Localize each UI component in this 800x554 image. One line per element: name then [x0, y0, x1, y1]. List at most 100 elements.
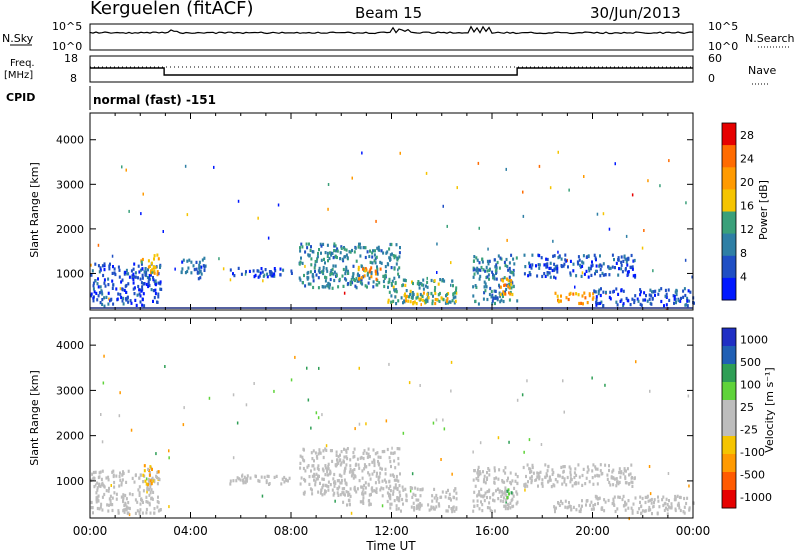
echo-cell [327, 473, 330, 477]
echo-cell [600, 287, 602, 291]
noise-panel: N.Sky 10^5 10^0 10^5 10^0 N.Search [2, 20, 795, 53]
scatter-cell [354, 427, 356, 431]
scatter-cell [168, 505, 170, 509]
echo-cell [152, 299, 154, 303]
echo-cell [376, 471, 378, 475]
echo-cell [379, 488, 382, 492]
echo-cell [415, 302, 418, 306]
echo-cell [131, 476, 134, 480]
echo-cell [620, 288, 623, 292]
echo-cell [552, 470, 555, 475]
echo-cell [569, 467, 572, 471]
echo-cell [499, 292, 502, 297]
echo-cell [617, 292, 620, 296]
echo-cell [333, 484, 336, 488]
echo-cell [478, 490, 481, 494]
echo-cell [149, 273, 152, 277]
scatter-cell [648, 465, 651, 468]
echo-cell [634, 496, 637, 500]
echo-cell [587, 266, 590, 270]
echo-cell [153, 269, 156, 273]
echo-cell [438, 504, 441, 508]
echo-cell [390, 266, 393, 270]
echo-cell [530, 478, 533, 482]
colorbar-swatch [722, 277, 736, 301]
scatter-cell [602, 212, 605, 216]
scatter-cell [168, 449, 170, 453]
echo-cell [157, 476, 160, 481]
echo-cell [388, 494, 390, 498]
echo-cell [390, 502, 393, 506]
echo-cell [385, 480, 388, 484]
y-tick-label: 1000 [56, 475, 84, 488]
echo-cell [343, 247, 346, 251]
power-colorbar-label: Power [dB] [757, 180, 770, 240]
echo-cell [531, 463, 534, 467]
echo-cell [388, 277, 391, 281]
x-tick-label: 00:00 [73, 524, 108, 538]
echo-cell [327, 488, 330, 492]
echo-cell [348, 492, 351, 496]
echo-cell [326, 469, 329, 474]
echo-cell [119, 478, 122, 482]
echo-cell [138, 270, 141, 274]
echo-cell [486, 495, 488, 500]
echo-cell [111, 503, 114, 507]
echo-cell [125, 505, 128, 509]
echo-cell [657, 292, 660, 296]
echo-cell [301, 261, 304, 265]
echo-cell [414, 486, 417, 490]
echo-cell [141, 267, 144, 271]
echo-cell [124, 493, 127, 498]
echo-cell [374, 257, 377, 261]
echo-cell [96, 488, 99, 492]
echo-cell [198, 271, 200, 275]
echo-cell [349, 494, 352, 498]
echo-cell [503, 283, 506, 287]
echo-cell [596, 301, 598, 305]
colorbar-swatch [722, 255, 736, 279]
echo-cell [393, 486, 396, 490]
echo-cell [311, 273, 314, 277]
echo-cell [590, 507, 593, 511]
echo-cell [383, 449, 386, 454]
echo-cell [625, 296, 628, 301]
echo-cell [476, 258, 479, 262]
echo-cell [612, 476, 615, 480]
echo-cell [511, 292, 514, 297]
echo-cell [503, 276, 506, 280]
echo-cell [153, 254, 156, 258]
echo-cell [288, 476, 291, 480]
echo-cell [685, 501, 688, 506]
echo-cell [127, 300, 130, 304]
echo-cell [355, 490, 358, 494]
echo-cell [595, 264, 598, 268]
echo-cell [592, 482, 595, 486]
echo-cell [557, 473, 560, 477]
echo-cell [599, 469, 602, 473]
echo-cell [107, 509, 110, 513]
echo-cell [374, 452, 377, 456]
echo-cell [99, 470, 102, 474]
echo-cell [516, 299, 519, 303]
echo-cell [562, 465, 565, 469]
echo-cell [364, 491, 367, 495]
echo-cell [197, 277, 200, 281]
echo-cell [594, 465, 597, 469]
echo-cell [615, 287, 618, 291]
echo-cell [340, 481, 343, 485]
echo-cell [478, 507, 481, 511]
echo-cell [548, 266, 551, 270]
echo-cell [125, 268, 128, 272]
echo-cell [348, 470, 351, 474]
echo-cell [418, 507, 421, 511]
echo-cell [389, 489, 392, 493]
scatter-cell [128, 209, 130, 213]
echo-cell [359, 278, 362, 282]
echo-cell [494, 269, 497, 273]
scatter-cell [450, 283, 452, 287]
echo-cell [101, 292, 104, 296]
echo-cell [354, 246, 357, 250]
echo-cell [149, 465, 152, 469]
echo-cell [159, 265, 162, 269]
